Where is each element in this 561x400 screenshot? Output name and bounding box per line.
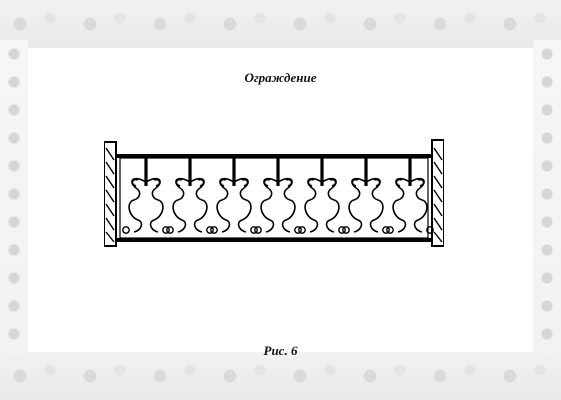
baluster <box>386 158 434 234</box>
left-post <box>104 141 117 247</box>
baluster <box>122 158 170 234</box>
baluster <box>342 158 390 234</box>
figure-title: Ограждение <box>244 70 317 85</box>
baluster <box>254 158 302 234</box>
top-rail <box>116 154 432 158</box>
inner-frame <box>119 157 429 239</box>
ornamental-border-right <box>533 40 561 360</box>
right-post <box>431 139 444 247</box>
ornamental-border-left <box>0 40 28 360</box>
ornamental-border-top <box>0 0 561 48</box>
fence-illustration <box>104 139 444 247</box>
ornamental-border-bottom <box>0 352 561 400</box>
balusters <box>122 158 434 234</box>
baluster <box>210 158 258 234</box>
figure-caption: Рис. 6 <box>263 343 298 358</box>
baluster <box>166 158 214 234</box>
baluster <box>298 158 346 234</box>
bottom-rail <box>116 238 432 242</box>
